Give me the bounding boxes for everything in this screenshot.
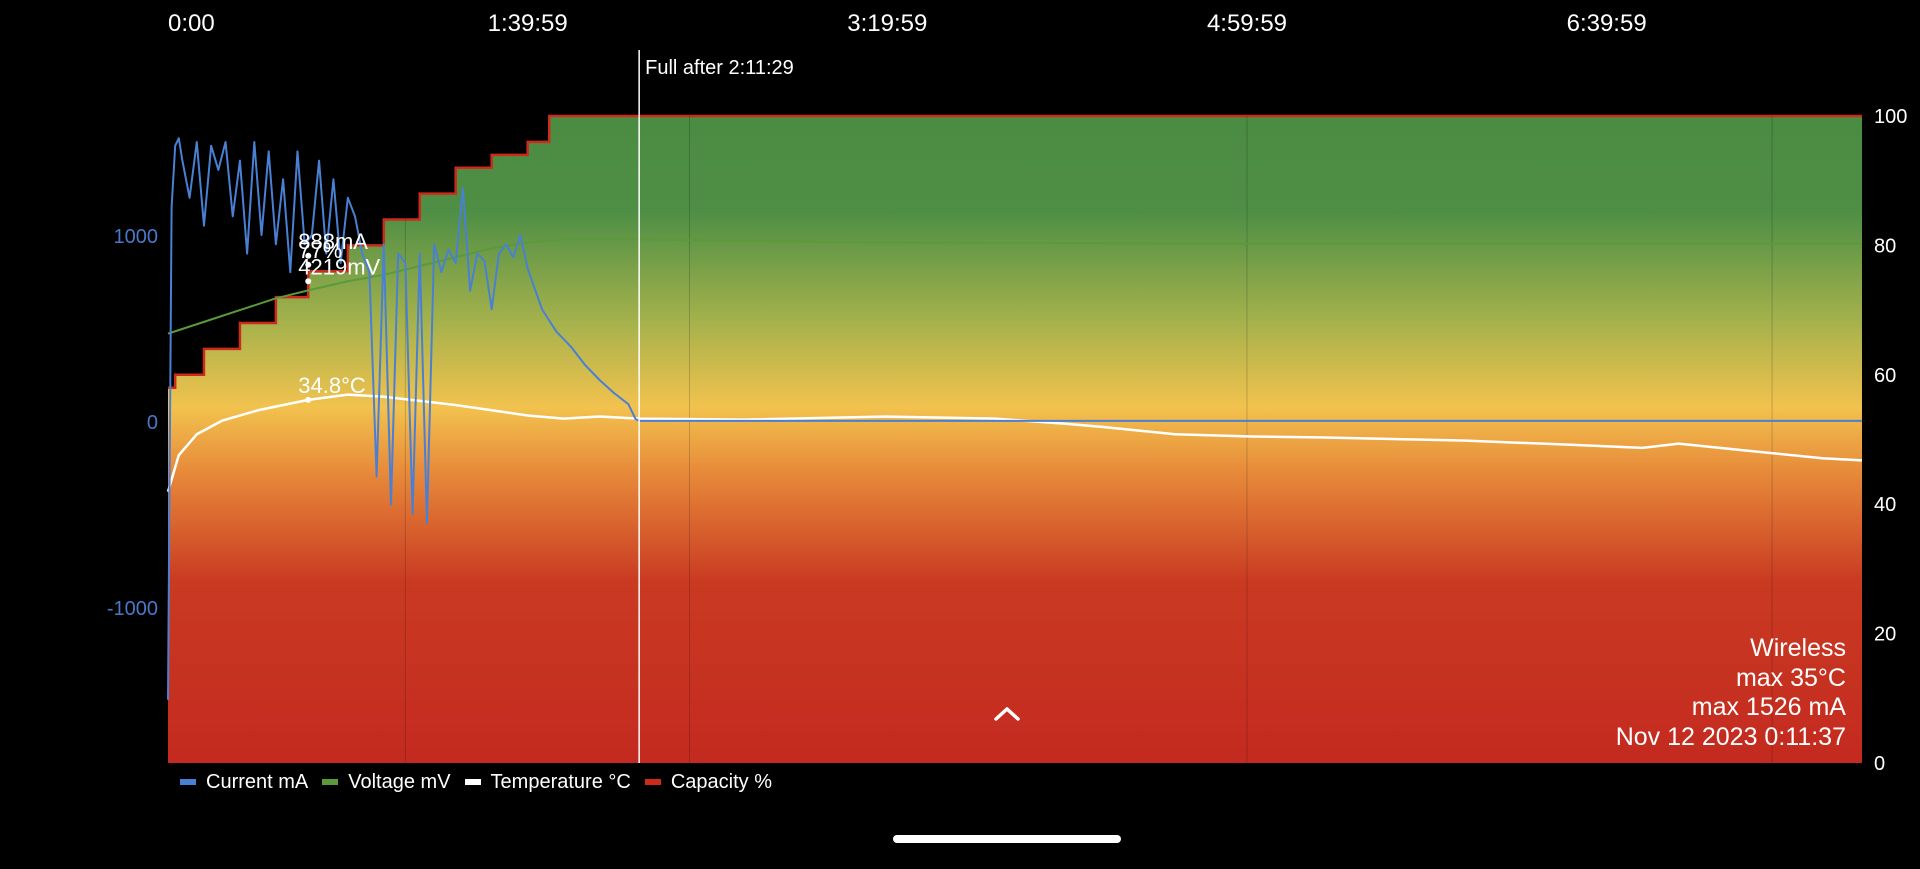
annotation-dot [305,396,312,403]
right-tick-label: 60 [1874,365,1896,387]
legend-swatch [180,779,196,785]
charge-info: Wireless max 35°C max 1526 mA Nov 12 202… [1616,634,1846,752]
right-axis-ticks: 100 80 60 40 20 0 [1874,106,1907,775]
left-axis-ticks: 1000 0 -1000 [107,226,158,620]
left-tick-label: 0 [147,412,158,434]
chevron-up-icon [994,707,1020,721]
voltage-mvline [167,238,1862,335]
legend-swatch [644,779,661,785]
legend-swatch [322,779,339,785]
left-tick-label: -1000 [107,598,158,620]
x-tick-label: 0:00 [168,10,215,37]
info-timestamp: Nov 12 2023 0:11:37 [1615,722,1846,751]
left-tick-label: 1000 [114,226,159,248]
legend-label: Current mA [206,770,309,793]
grid-lines [404,116,1773,763]
x-tick-label: 1:39:59 [488,10,568,37]
right-tick-label: 0 [1874,753,1885,775]
annotation-label: 888mA [298,229,368,254]
home-indicator[interactable] [893,835,1121,843]
x-tick-label: 4:59:59 [1207,10,1287,37]
capacity-area-fill [168,116,1862,763]
legend-swatch [464,779,481,785]
right-tick-label: 100 [1874,106,1907,128]
current-maline [167,137,1862,700]
right-tick-label: 80 [1874,235,1896,257]
right-tick-label: 20 [1874,624,1896,646]
temperature-cline [166,393,1863,493]
legend-item[interactable]: Temperature °C [464,770,631,794]
x-tick-label: 3:19:59 [847,10,927,37]
expand-button[interactable] [990,696,1024,730]
annotation-dot [305,261,312,268]
legend-item[interactable]: Capacity % [644,770,772,794]
full-after-label: Full after 2:11:29 [645,57,794,79]
annotation-dot [305,278,312,285]
annotation-dot [305,252,312,259]
chart-legend: Current mA Voltage mV Temperature °C Capaci… [180,770,786,794]
annotation-label: 77% [298,238,342,263]
annotation-label: 4219mV [298,254,380,279]
info-max-current: max 1526 mA [1691,693,1846,721]
legend-item[interactable]: Current mA [180,771,308,794]
annotation-label: 34.8°C [298,373,366,398]
x-tick-label: 6:39:59 [1567,10,1647,37]
info-max-temp: max 35°C [1735,663,1846,692]
capacity-area [168,114,1862,763]
info-source: Wireless [1750,634,1846,662]
right-tick-label: 40 [1874,494,1896,516]
legend-label: Temperature °C [490,770,631,793]
series-lines [166,137,1863,700]
legend-label: Capacity % [670,770,772,793]
legend-label: Voltage mV [348,770,451,793]
x-axis-ticks: 0:00 1:39:59 3:19:59 4:59:59 6:39:59 [168,10,1647,37]
legend-item[interactable]: Voltage mV [322,770,451,794]
